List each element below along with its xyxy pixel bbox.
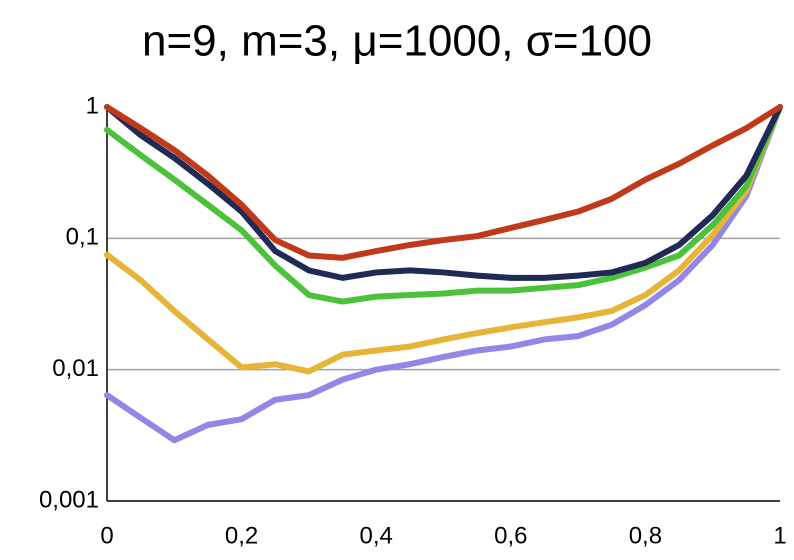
x-tick-label: 0,2	[225, 522, 258, 549]
series-line	[104, 104, 783, 375]
x-tick-label: 0	[100, 522, 113, 549]
x-tick-label: 0,6	[494, 522, 527, 549]
y-tick-label: 0,1	[66, 224, 99, 251]
series-line	[104, 104, 783, 261]
series-line	[104, 104, 783, 281]
x-tick-label: 0,8	[629, 522, 662, 549]
y-tick-label: 1	[86, 92, 99, 119]
x-tick-label: 1	[773, 522, 786, 549]
chart-title: n=9, m=3, μ=1000, σ=100	[142, 17, 652, 66]
x-tick-label: 0,4	[360, 522, 393, 549]
y-tick-label: 0,01	[52, 355, 99, 382]
series-line	[104, 104, 783, 305]
series-line	[104, 104, 783, 444]
y-tick-label: 0,001	[39, 486, 99, 513]
